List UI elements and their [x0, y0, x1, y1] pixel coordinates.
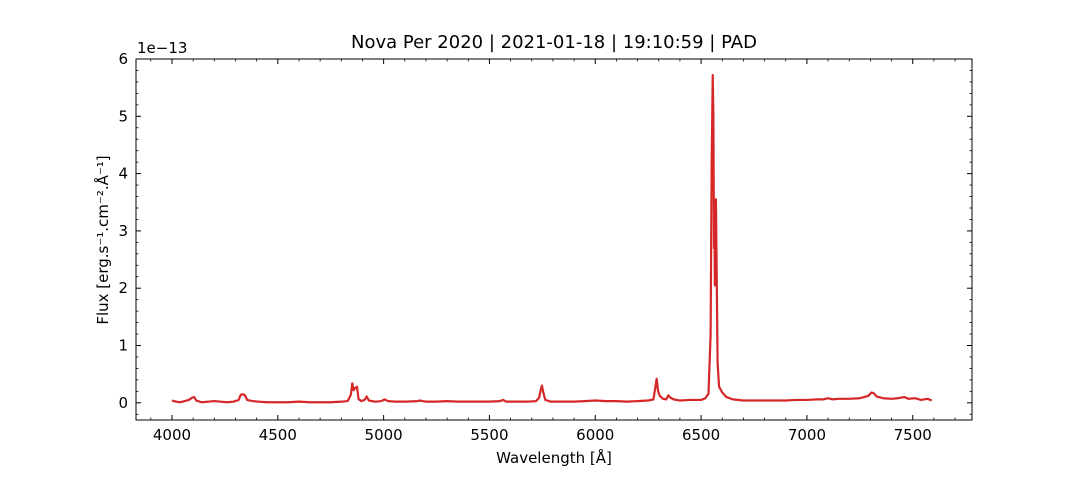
y-tick-label: 0 [118, 394, 128, 412]
x-tick-label: 6000 [576, 426, 614, 444]
x-tick-label: 4500 [259, 426, 297, 444]
y-tick-label: 1 [118, 337, 128, 355]
y-tick-label: 5 [118, 107, 128, 125]
x-axis-label: Wavelength [Å] [496, 448, 612, 467]
y-axis-offset-label: 1e−13 [137, 39, 187, 57]
plot-area: 4000 4500 5000 5500 6000 6500 7000 7500 0 1 2 3 4 5 6 [118, 50, 972, 444]
x-tick-label: 4000 [153, 426, 191, 444]
y-axis-label: Flux [erg.s⁻¹.cm⁻².Å⁻¹] [93, 155, 112, 324]
spectrum-line [171, 73, 933, 404]
x-tick-label: 5500 [470, 426, 508, 444]
y-tick-label: 4 [118, 165, 128, 183]
y-tick-label: 3 [118, 222, 128, 240]
x-tick-label: 7000 [788, 426, 826, 444]
plot-frame [135, 58, 973, 421]
x-tick-label: 6500 [682, 426, 720, 444]
x-tick-label: 7500 [894, 426, 932, 444]
y-tick-label: 6 [118, 50, 128, 68]
y-tick-label: 2 [118, 279, 128, 297]
x-tick-label: 5000 [365, 426, 403, 444]
chart-title: Nova Per 2020 | 2021-01-18 | 19:10:59 | … [351, 32, 757, 53]
